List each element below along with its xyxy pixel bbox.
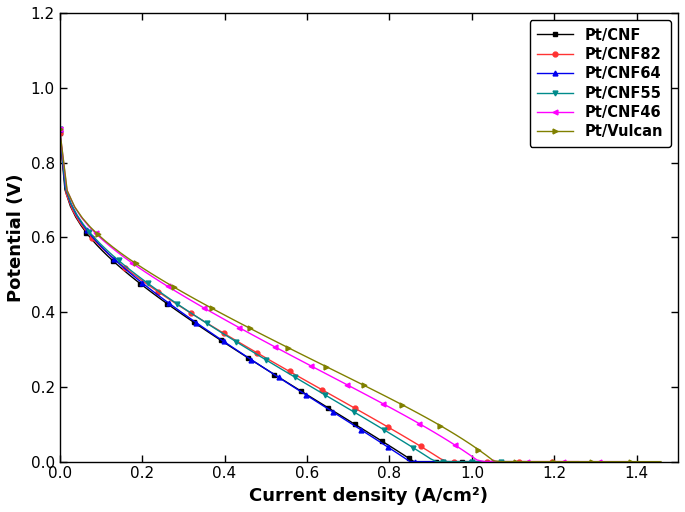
Pt/CNF46: [308, 363, 316, 369]
Pt/CNF64: [313, 399, 321, 405]
Pt/CNF46: [55, 126, 64, 132]
Pt/CNF82: [410, 439, 419, 445]
Pt/CNF: [479, 459, 488, 465]
Pt/CNF55: [338, 402, 347, 408]
Pt/CNF64: [488, 459, 496, 465]
Line: Pt/CNF46: Pt/CNF46: [57, 126, 630, 464]
Line: Pt/CNF82: Pt/CNF82: [57, 130, 581, 464]
Pt/CNF82: [443, 459, 451, 465]
Pt/Vulcan: [413, 410, 421, 416]
Pt/CNF82: [371, 416, 379, 422]
Pt/Vulcan: [657, 459, 665, 465]
Pt/CNF: [437, 459, 445, 465]
Pt/CNF64: [411, 459, 419, 465]
Line: Pt/Vulcan: Pt/Vulcan: [57, 126, 663, 464]
Pt/CNF55: [262, 357, 270, 363]
Pt/CNF64: [247, 356, 256, 362]
Line: Pt/CNF: Pt/CNF: [57, 130, 486, 464]
Line: Pt/CNF64: Pt/CNF64: [57, 126, 495, 464]
Pt/CNF46: [444, 438, 452, 444]
Pt/Vulcan: [444, 427, 452, 433]
Pt/CNF64: [319, 402, 327, 409]
Pt/CNF46: [566, 459, 575, 465]
Pt/CNF55: [432, 459, 440, 465]
Pt/CNF55: [373, 423, 382, 429]
Legend: Pt/CNF, Pt/CNF82, Pt/CNF64, Pt/CNF55, Pt/CNF46, Pt/Vulcan: Pt/CNF, Pt/CNF82, Pt/CNF64, Pt/CNF55, Pt…: [530, 20, 671, 147]
Pt/CNF55: [474, 459, 482, 465]
Pt/CNF46: [480, 459, 488, 465]
Pt/Vulcan: [596, 459, 604, 465]
Pt/CNF64: [444, 459, 452, 465]
Pt/CNF55: [521, 459, 529, 465]
Pt/CNF82: [390, 428, 399, 434]
Pt/CNF46: [401, 413, 409, 419]
Pt/CNF46: [394, 409, 402, 415]
Pt/CNF55: [332, 399, 340, 405]
Pt/Vulcan: [497, 459, 506, 465]
Pt/CNF82: [55, 130, 64, 136]
Pt/CNF82: [364, 413, 373, 419]
Pt/CNF82: [575, 459, 583, 465]
Pt/CNF: [415, 459, 423, 465]
Pt/CNF64: [335, 413, 343, 419]
Pt/CNF: [308, 395, 316, 401]
Pt/Vulcan: [466, 441, 475, 447]
Pt/CNF46: [423, 425, 431, 431]
Pt/CNF: [313, 398, 321, 404]
Pt/CNF55: [55, 126, 64, 132]
Pt/CNF82: [522, 459, 530, 465]
Pt/Vulcan: [55, 126, 64, 132]
Pt/CNF64: [55, 126, 64, 132]
Y-axis label: Potential (V): Potential (V): [7, 173, 25, 302]
Pt/Vulcan: [421, 414, 429, 420]
Pt/CNF82: [286, 368, 294, 374]
Pt/Vulcan: [322, 364, 330, 370]
Pt/CNF64: [351, 423, 360, 429]
Pt/CNF46: [624, 459, 632, 465]
Line: Pt/CNF55: Pt/CNF55: [57, 126, 527, 464]
Pt/CNF: [243, 354, 251, 360]
X-axis label: Current density (A/cm²): Current density (A/cm²): [249, 487, 488, 505]
Pt/CNF: [345, 418, 353, 424]
Pt/CNF: [55, 130, 64, 136]
Pt/CNF: [329, 408, 338, 414]
Pt/CNF55: [356, 413, 364, 419]
